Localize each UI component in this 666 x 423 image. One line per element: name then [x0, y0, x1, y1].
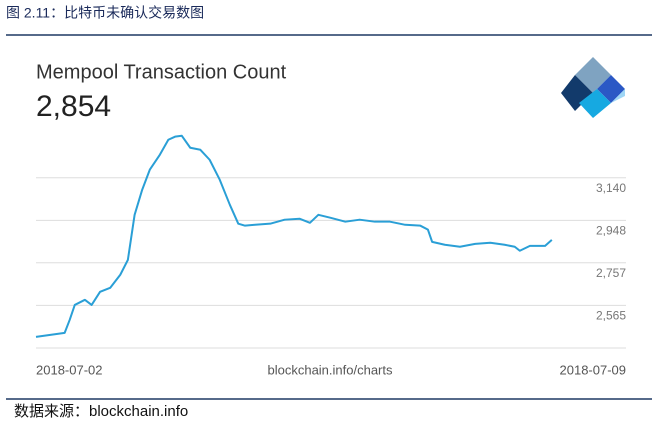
y-tick-label: 2,948 — [596, 224, 626, 238]
y-tick-label: 2,757 — [596, 266, 626, 280]
chart-title: Mempool Transaction Count — [36, 61, 287, 83]
current-value: 2,854 — [36, 90, 111, 123]
caption: 图 2.11：比特币未确认交易数图 — [6, 5, 204, 21]
x-tick-label: 2018-07-09 — [560, 362, 627, 377]
data-line — [35, 134, 553, 338]
y-tick-label: 2,565 — [596, 309, 626, 323]
watermark: blockchain.info/charts — [267, 362, 393, 377]
x-tick-label: 2018-07-02 — [36, 362, 103, 377]
logo — [561, 57, 625, 118]
source-note: 数据来源：blockchain.info — [14, 403, 188, 420]
y-tick-label: 3,140 — [596, 181, 626, 195]
